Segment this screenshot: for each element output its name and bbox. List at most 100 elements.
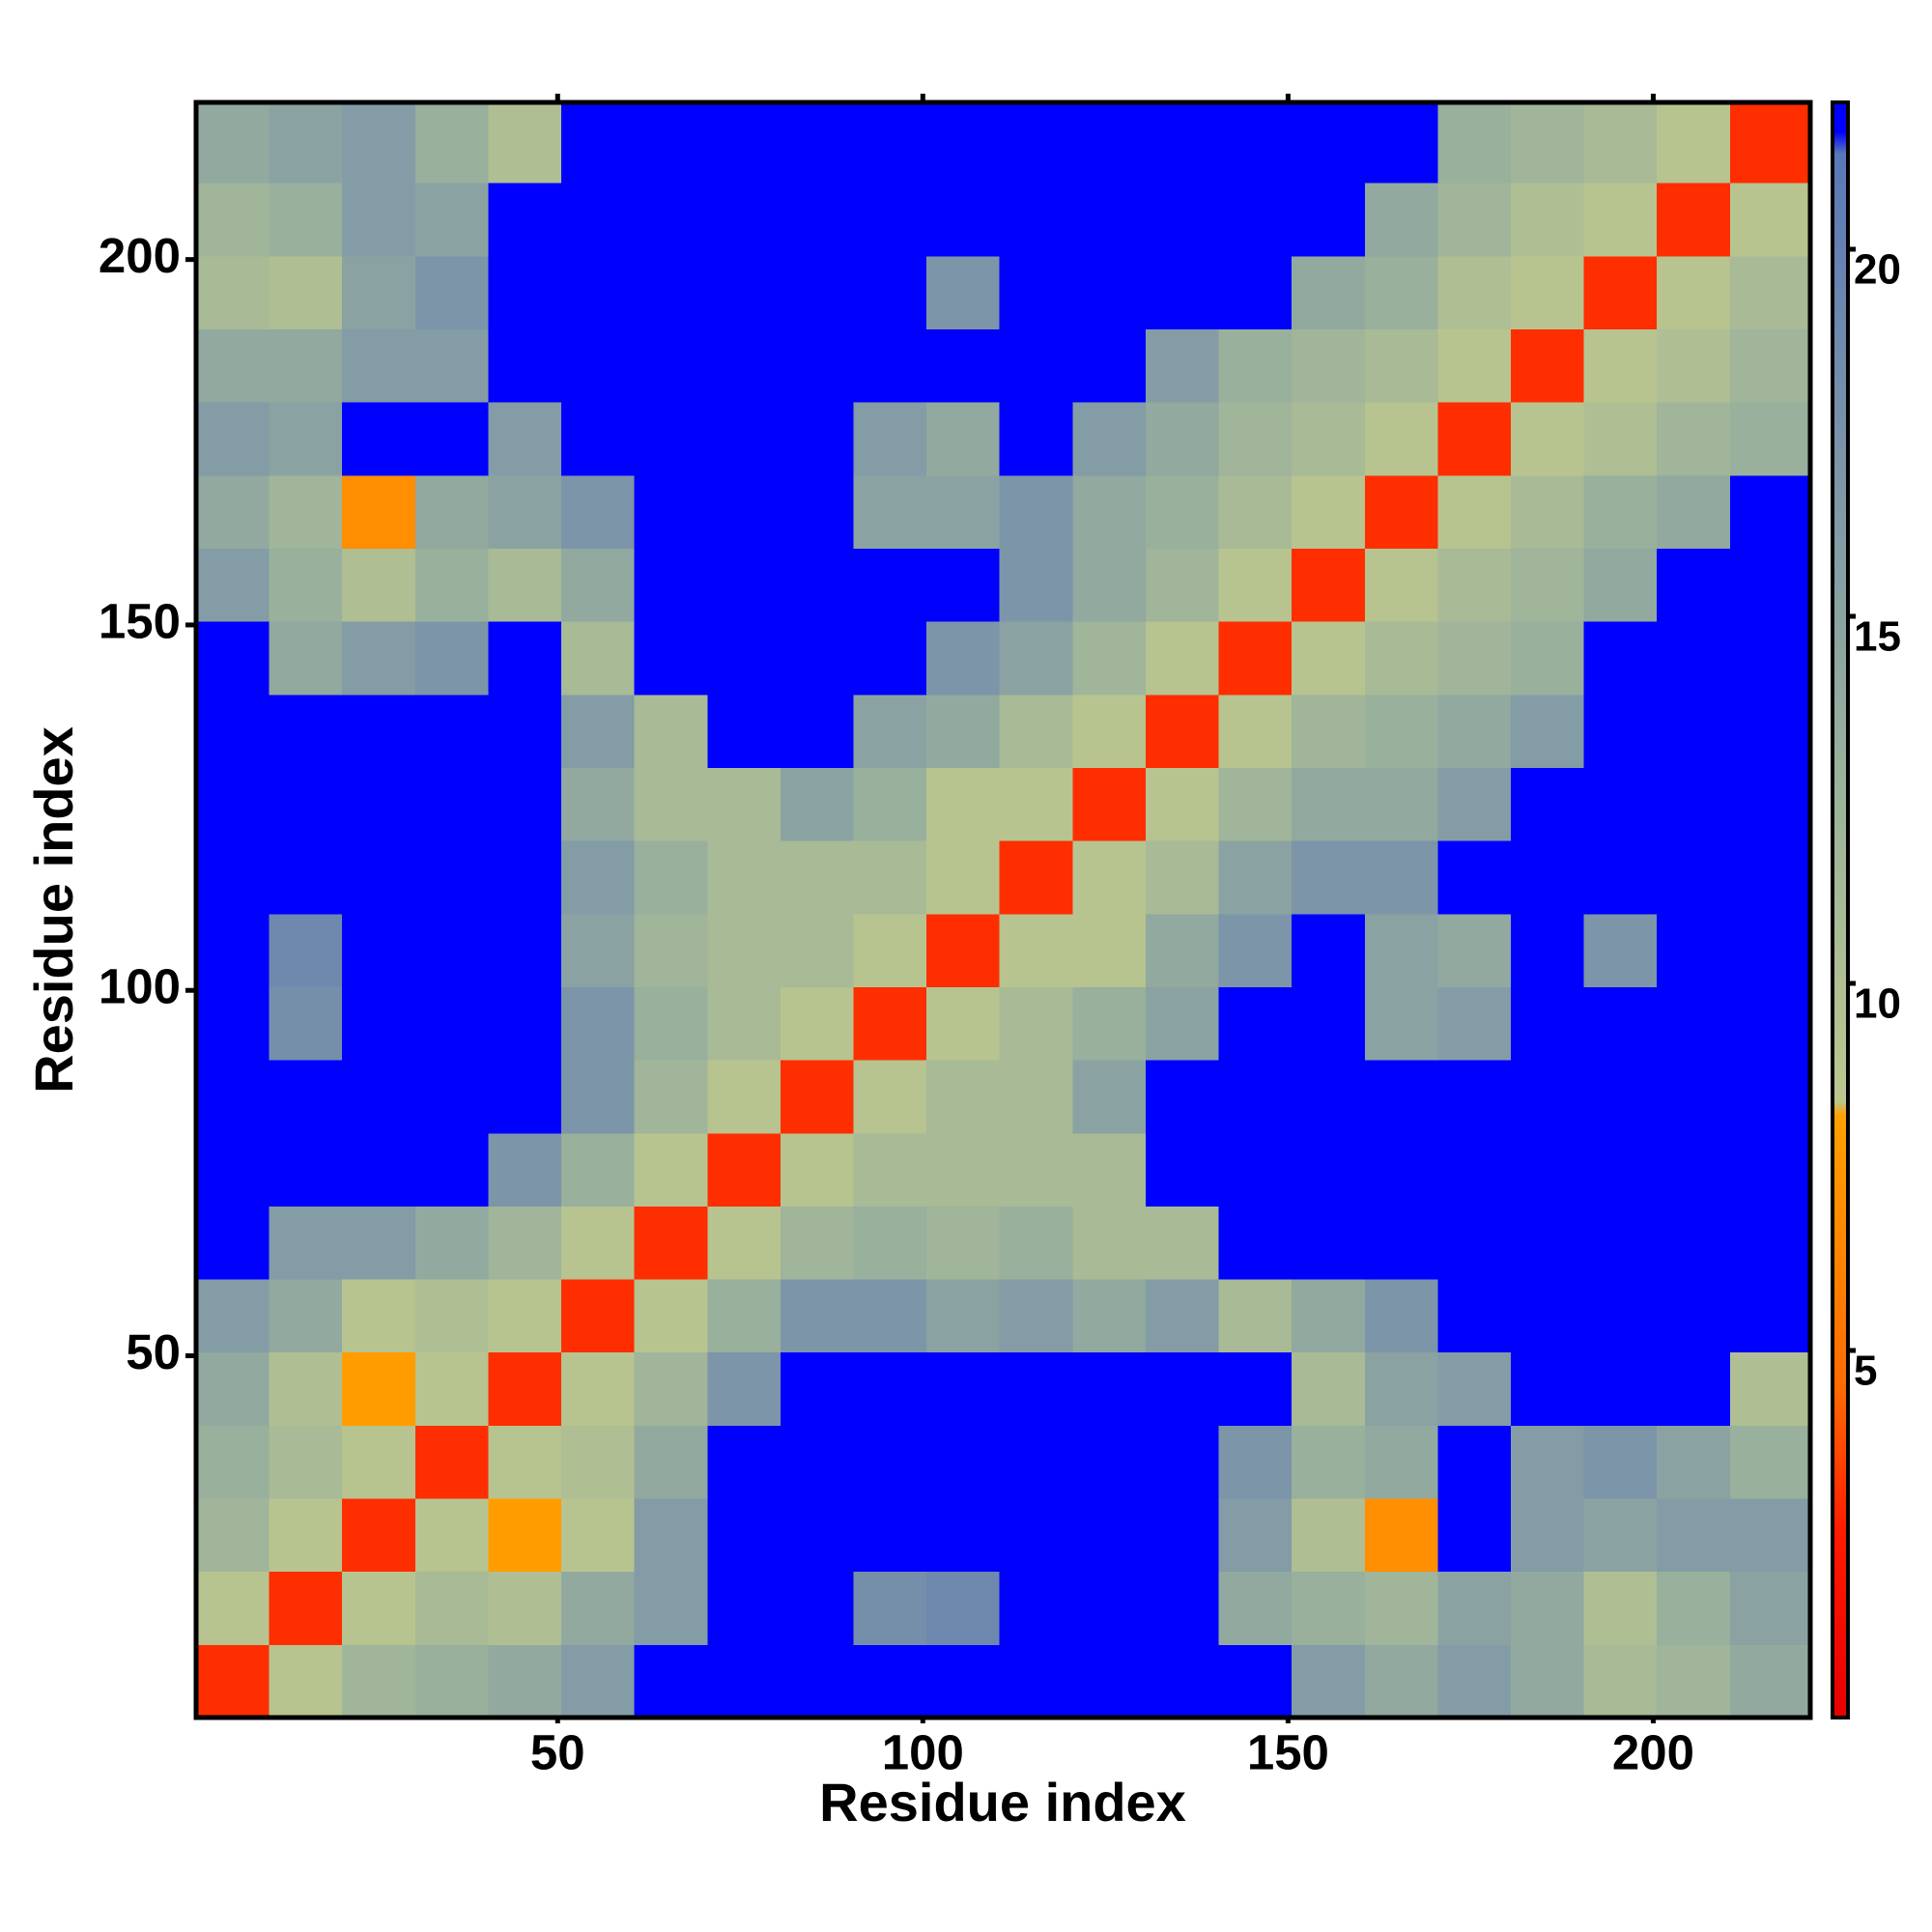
cell (1218, 1498, 1293, 1573)
cell (1292, 1571, 1366, 1645)
cell (269, 1279, 343, 1353)
cell (269, 328, 343, 403)
cell (488, 1060, 562, 1134)
cell (269, 402, 343, 476)
cell (561, 1351, 636, 1426)
cell (926, 328, 1001, 403)
cell (196, 1279, 270, 1353)
cell (780, 474, 854, 550)
cell (853, 986, 927, 1061)
cell (1437, 767, 1512, 841)
cell (780, 548, 854, 622)
cell (1364, 183, 1438, 257)
cell (414, 1132, 489, 1207)
cell (561, 621, 636, 696)
cell (1583, 1571, 1658, 1645)
cell (1218, 1425, 1293, 1499)
cell (926, 1644, 1001, 1719)
cell (1510, 621, 1585, 696)
cell (1510, 1132, 1585, 1207)
cell (853, 913, 927, 987)
cell (1583, 183, 1658, 257)
cell (926, 1351, 1001, 1426)
cell (1583, 913, 1658, 987)
cell (269, 1644, 343, 1719)
cell (1218, 1279, 1293, 1353)
cell (1437, 1498, 1512, 1573)
cell (1218, 767, 1293, 841)
cell (780, 1206, 854, 1280)
cell (196, 548, 270, 622)
cell (926, 183, 1001, 257)
cell (634, 913, 708, 987)
cell (561, 1571, 636, 1645)
cell (853, 840, 927, 915)
cell (634, 1644, 708, 1719)
cell (1657, 840, 1731, 915)
cell (1292, 694, 1366, 768)
cell (1292, 1279, 1366, 1353)
cell (1145, 621, 1220, 696)
cell (853, 102, 927, 184)
cell (1729, 767, 1811, 841)
cell (488, 183, 562, 257)
cell (926, 1132, 1001, 1207)
cell (1292, 1498, 1366, 1573)
x-axis-title: Residue index (819, 1772, 1186, 1833)
cell (1657, 694, 1731, 768)
cell (269, 255, 343, 330)
cell (1218, 1571, 1293, 1645)
cell (853, 255, 927, 330)
cell (1657, 621, 1731, 696)
cell (999, 1206, 1073, 1280)
cell (1583, 1279, 1658, 1353)
cell (1583, 328, 1658, 403)
cell (1145, 840, 1220, 915)
cell (1510, 1425, 1585, 1499)
cell (1145, 402, 1220, 476)
cell (561, 1279, 636, 1353)
cell (1218, 621, 1293, 696)
cell (1292, 255, 1366, 330)
cell (634, 102, 708, 184)
x-tick-label: 100 (882, 1724, 964, 1779)
cell (414, 621, 489, 696)
cell (1072, 548, 1147, 622)
cell (999, 986, 1073, 1061)
cell (1072, 183, 1147, 257)
cell (1437, 1060, 1512, 1134)
cell (196, 767, 270, 841)
cell (1729, 255, 1811, 330)
cell (853, 402, 927, 476)
cell (1729, 1060, 1811, 1134)
cell (1583, 474, 1658, 550)
cell (1657, 1132, 1731, 1207)
x-tick-label: 200 (1612, 1724, 1694, 1779)
cell (196, 986, 270, 1061)
cell (1072, 255, 1147, 330)
cell (196, 328, 270, 403)
cell (1583, 1060, 1658, 1134)
cell (342, 1644, 416, 1719)
cell (999, 402, 1073, 476)
cell (1510, 986, 1585, 1061)
cell (1729, 328, 1811, 403)
cell (488, 548, 562, 622)
cell (1292, 767, 1366, 841)
cell (634, 1279, 708, 1353)
cell (707, 548, 781, 622)
cell (1292, 913, 1366, 987)
cell (488, 694, 562, 768)
cell (414, 1571, 489, 1645)
cell (488, 913, 562, 987)
cell (780, 1060, 854, 1134)
cell (1364, 694, 1438, 768)
cell (561, 255, 636, 330)
cell (1437, 1425, 1512, 1499)
cell (269, 1571, 343, 1645)
cell (1437, 402, 1512, 476)
cell (634, 621, 708, 696)
cell (780, 694, 854, 768)
cell (634, 767, 708, 841)
